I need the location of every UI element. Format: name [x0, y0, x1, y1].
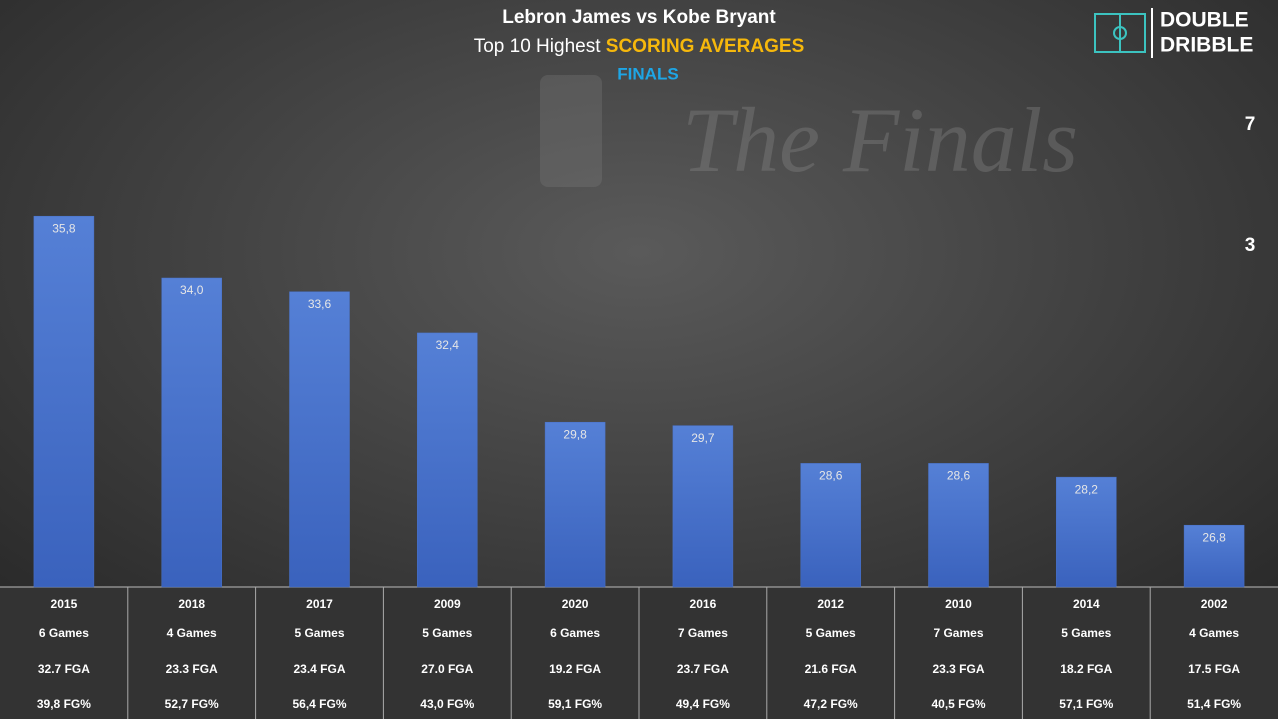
- table-cell: 21.6 FGA: [805, 662, 857, 676]
- logo-text: DOUBLE: [1160, 9, 1249, 32]
- table-cell: 5 Games: [1061, 626, 1111, 640]
- table-cell: 4 Games: [1189, 626, 1239, 640]
- table-cell: 19.2 FGA: [549, 662, 601, 676]
- bar: [33, 215, 95, 588]
- value-label: 33,6: [308, 297, 332, 311]
- bar: [672, 425, 734, 588]
- table-cell: 4 Games: [167, 626, 217, 640]
- table-cell: 52,7 FG%: [165, 697, 219, 711]
- bar: [1183, 524, 1245, 588]
- value-label: 29,8: [563, 427, 587, 441]
- x-tick-label: 2002: [1201, 597, 1228, 611]
- value-label: 28,2: [1075, 482, 1099, 496]
- bar: [161, 277, 222, 588]
- table-cell: 5 Games: [294, 626, 344, 640]
- bar: [928, 463, 989, 588]
- table-cell: 18.2 FGA: [1060, 662, 1112, 676]
- chart-subtitle: Top 10 Highest SCORING AVERAGES: [474, 36, 805, 57]
- table-cell: 5 Games: [806, 626, 856, 640]
- logo-text: DRIBBLE: [1160, 34, 1253, 57]
- value-label: 32,4: [436, 338, 460, 352]
- x-tick-label: 2012: [817, 597, 844, 611]
- bar: [417, 332, 478, 588]
- table-cell: 47,2 FG%: [804, 697, 858, 711]
- x-tick-label: 2010: [945, 597, 972, 611]
- table-cell: 17.5 FGA: [1188, 662, 1240, 676]
- value-label: 28,6: [819, 469, 843, 483]
- table-cell: 39,8 FG%: [37, 697, 91, 711]
- table-cell: 57,1 FG%: [1059, 697, 1113, 711]
- table-cell: 6 Games: [550, 626, 600, 640]
- table-cell: 40,5 FG%: [931, 697, 985, 711]
- nba-logo-shape: [540, 75, 602, 187]
- value-label: 34,0: [180, 283, 204, 297]
- table-cell: 43,0 FG%: [420, 697, 474, 711]
- annotation: 7: [1245, 114, 1256, 135]
- logo-icon-circle: [1113, 26, 1127, 40]
- table-cell: 23.7 FGA: [677, 662, 729, 676]
- value-label: 29,7: [691, 431, 715, 445]
- x-tick-label: 2009: [434, 597, 461, 611]
- table-cell: 49,4 FG%: [676, 697, 730, 711]
- table-cell: 7 Games: [678, 626, 728, 640]
- subtitle-highlight: SCORING AVERAGES: [606, 36, 804, 57]
- table-cell: 56,4 FG%: [292, 697, 346, 711]
- logo: DOUBLE DRIBBLE: [1094, 8, 1253, 58]
- table-cell: 27.0 FGA: [421, 662, 473, 676]
- table-cell: 59,1 FG%: [548, 697, 602, 711]
- value-label: 28,6: [947, 469, 971, 483]
- watermark: The Finals: [682, 89, 1078, 191]
- x-tick-label: 2020: [562, 597, 589, 611]
- bar: [289, 291, 350, 588]
- x-tick-label: 2014: [1073, 597, 1100, 611]
- table-cell: 51,4 FG%: [1187, 697, 1241, 711]
- chart-title: Lebron James vs Kobe Bryant: [502, 7, 776, 28]
- annotation: 3: [1245, 235, 1256, 256]
- subtitle-text: Top 10 Highest: [474, 36, 606, 57]
- bar: [800, 463, 861, 588]
- bar: [1056, 476, 1117, 588]
- value-label: 35,8: [52, 221, 76, 235]
- x-tick-label: 2016: [690, 597, 717, 611]
- bar: [544, 421, 606, 588]
- x-tick-label: 2018: [178, 597, 205, 611]
- x-tick-label: 2017: [306, 597, 333, 611]
- table-cell: 23.3 FGA: [932, 662, 984, 676]
- x-tick-label: 2015: [51, 597, 78, 611]
- table-cell: 23.3 FGA: [166, 662, 218, 676]
- value-label: 26,8: [1202, 530, 1226, 544]
- table-cell: 7 Games: [933, 626, 983, 640]
- table-cell: 5 Games: [422, 626, 472, 640]
- table-cell: 23.4 FGA: [293, 662, 345, 676]
- table-cell: 32.7 FGA: [38, 662, 90, 676]
- chart-subtitle-2: FINALS: [617, 64, 678, 83]
- table-cell: 6 Games: [39, 626, 89, 640]
